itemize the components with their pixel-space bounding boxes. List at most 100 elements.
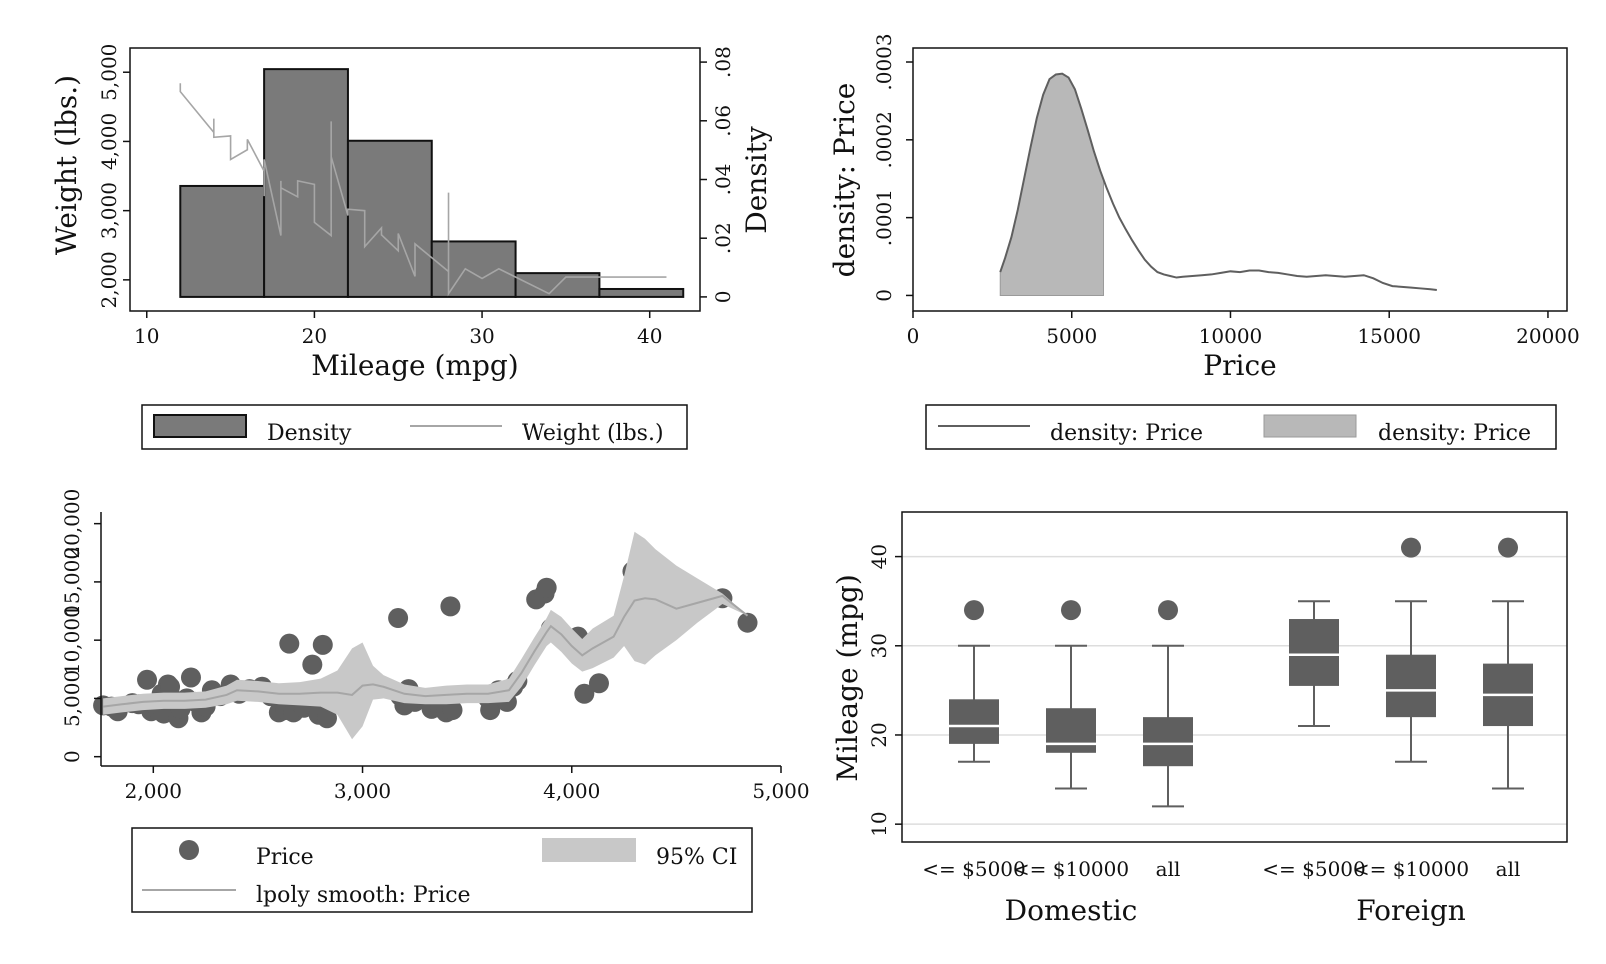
p1-y2tick-label: .04 [711,164,735,196]
p4-ylabel: Mileage (mpg) [831,574,864,781]
price-point [279,633,300,654]
p1-legend-label-weight: Weight (lbs.) [522,421,664,446]
lpoly-line [102,594,749,708]
box-category-label: all [1156,857,1181,881]
histogram-panel: Mileage (mpg) Weight (lbs.) Density Dens… [50,44,773,450]
p1-ytick-label: 5,000 [97,44,121,101]
p2-legend-label-line: density: Price [1050,421,1203,446]
price-point [180,667,201,688]
p2-xlabel: Price [1203,349,1276,382]
price-point [588,673,609,694]
price-point [480,700,501,721]
p1-y2label: Density [740,126,773,234]
p2-ytick-label: 0 [872,289,896,302]
box-iqr [949,699,999,744]
boxplot-panel: Mileage (mpg) Domestic Foreign <= $5000<… [831,511,1568,927]
p4-group-label-domestic: Domestic [1005,894,1138,927]
p4-ytick-label: 10 [867,811,891,836]
p1-ytick-label: 2,000 [97,251,121,308]
histogram-bar [598,287,685,298]
p4-group-label-foreign: Foreign [1356,894,1466,927]
p3-xtick-label: 4,000 [543,779,600,803]
p3-ytick-label: 20,000 [60,489,84,559]
p3-legend-label-smooth: lpoly smooth: Price [256,883,471,908]
p2-xtick-label: 5000 [1046,324,1097,348]
p3-ytick-label: 5,000 [60,670,84,727]
histogram-bar [179,184,266,298]
weight-line [179,83,667,297]
p3-legend-label-ci: 95% CI [656,845,737,870]
p1-ytick-label: 4,000 [97,113,121,170]
p3-ytick-label: 0 [60,750,84,763]
p2-legend-box [925,404,1557,450]
box-outlier [964,600,984,621]
p3-legend-key-price [179,840,199,860]
p2-xtick-label: 0 [907,324,920,348]
price-point [737,612,758,633]
p4-ytick-label: 20 [867,722,891,747]
p1-legend-key-density [153,414,247,438]
p2-legend-label-area: density: Price [1378,421,1531,446]
price-point [440,596,461,617]
p1-y2tick-label: .02 [711,222,735,254]
histogram-bar [346,139,433,298]
density-panel: Price density: Price density: Price dens… [828,33,1580,450]
p1-y2tick-label: .08 [711,46,735,78]
box-category-label: <= $10000 [1013,857,1129,881]
p4-ytick-label: 40 [867,544,891,569]
p2-ylabel: density: Price [828,83,861,278]
box-outlier [1158,600,1178,621]
price-point [574,683,595,704]
p4-plot-frame [901,511,1568,843]
p2-xtick-label: 15000 [1357,324,1421,348]
p3-xtick-label: 3,000 [334,779,391,803]
box-iqr [1143,717,1193,767]
box-category-label: <= $5000 [1262,857,1366,881]
p2-legend-key-area [1263,414,1357,438]
p2-ytick-label: .0001 [872,189,896,246]
p2-plot-frame [912,47,1568,312]
scatter-panel: Price 95% CI lpoly smooth: Price 2,000 3,… [60,489,810,913]
box-category-label: <= $5000 [922,857,1026,881]
p4-ytick-label: 30 [867,633,891,658]
price-point [137,669,158,690]
price-point [312,634,333,655]
box-iqr [1289,619,1339,686]
p1-ytick-label: 3,000 [97,182,121,239]
price-point [442,700,463,721]
p3-legend-label-price: Price [256,845,314,870]
p3-ytick-label: 10,000 [60,605,84,675]
p1-y2tick-label: 0 [711,291,735,304]
price-point [536,577,557,598]
box-outlier [1498,537,1518,558]
box-iqr [1386,654,1436,718]
density-area [999,73,1104,296]
p3-legend-key-ci [542,838,636,862]
density-line [999,72,1437,291]
p1-xtick-label: 40 [637,324,662,348]
box-category-label: all [1496,857,1521,881]
histogram-bar [430,240,517,298]
price-point [388,608,409,629]
p1-xtick-label: 30 [469,324,494,348]
ci-band [103,531,748,740]
p1-xtick-label: 10 [134,324,159,348]
p3-xtick-label: 5,000 [752,779,809,803]
p3-xtick-label: 2,000 [125,779,182,803]
p1-y2tick-label: .06 [711,105,735,137]
p2-xtick-label: 10000 [1199,324,1263,348]
p1-legend-label-density: Density [267,421,352,446]
p2-ytick-label: .0003 [872,33,896,90]
box-outlier [1401,537,1421,558]
box-iqr [1046,708,1096,753]
p1-ylabel: Weight (lbs.) [50,75,83,255]
p2-ytick-label: .0002 [872,111,896,168]
p3-legend-box [131,827,753,913]
p1-xlabel: Mileage (mpg) [311,349,518,382]
price-point [316,708,337,729]
p2-xtick-label: 20000 [1516,324,1580,348]
box-outlier [1061,600,1081,621]
p1-xtick-label: 20 [302,324,327,348]
box-category-label: <= $10000 [1353,857,1469,881]
